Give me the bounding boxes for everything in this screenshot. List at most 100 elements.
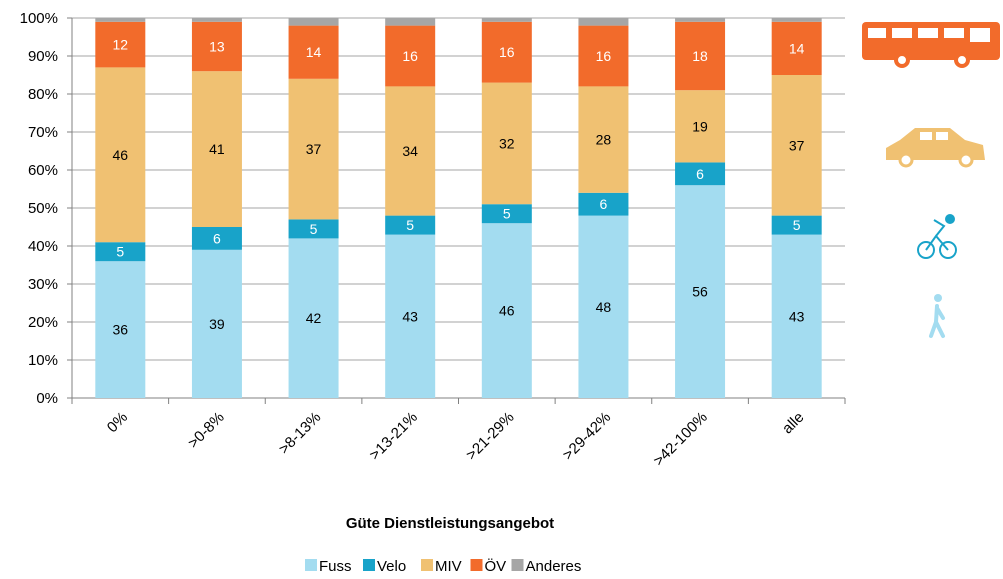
x-tick-label: alle (779, 409, 808, 438)
bar-segment (675, 185, 726, 398)
y-tick-label: 30% (28, 276, 58, 293)
data-label: 37 (306, 141, 322, 157)
y-tick-label: 20% (28, 314, 58, 331)
y-tick-label: 60% (28, 162, 58, 179)
bar-segment (771, 18, 822, 22)
bar-segment (385, 215, 436, 235)
data-label: 43 (402, 308, 418, 324)
bar-segment (481, 82, 532, 205)
data-label: 14 (306, 44, 322, 60)
bar-segment (675, 162, 726, 186)
x-tick-label: >29-42% (559, 409, 614, 464)
bar-segment (288, 25, 339, 79)
y-tick-label: 40% (28, 238, 58, 255)
x-tick-label: 0% (104, 409, 131, 436)
legend-swatch (305, 559, 317, 571)
data-label: 18 (692, 48, 708, 64)
bar-segment (288, 238, 339, 398)
y-tick-label: 50% (28, 200, 58, 217)
car-icon (886, 128, 985, 168)
data-label: 34 (402, 143, 418, 159)
y-tick-label: 90% (28, 48, 58, 65)
data-label: 6 (213, 230, 221, 246)
bar-segment (95, 67, 146, 243)
bar-segment (385, 234, 436, 398)
data-label: 28 (596, 132, 612, 148)
data-label: 36 (113, 322, 129, 338)
data-label: 48 (596, 299, 612, 315)
data-label: 46 (113, 147, 129, 163)
bar-segment (578, 18, 629, 26)
bar-segment (481, 18, 532, 22)
legend-swatch (363, 559, 375, 571)
legend-swatch (421, 559, 433, 571)
data-label: 43 (789, 308, 805, 324)
legend-swatch (470, 559, 483, 571)
x-tick-label: >0-8% (185, 409, 228, 452)
data-label: 16 (499, 44, 515, 60)
bar-segment (771, 215, 822, 235)
bar-segment (578, 25, 629, 87)
data-label: 5 (310, 221, 318, 237)
legend-label: Velo (377, 558, 406, 575)
bar-segment (675, 21, 726, 91)
legend-swatch (511, 559, 524, 571)
bus-icon (862, 22, 1000, 68)
cyclist-icon (917, 214, 957, 259)
data-label: 42 (306, 310, 322, 326)
data-label: 56 (692, 284, 708, 300)
data-label: 5 (503, 206, 511, 222)
bar-segment (288, 78, 339, 220)
data-label: 13 (209, 39, 225, 55)
pedestrian-icon (929, 294, 945, 338)
legend-label: Anderes (526, 558, 582, 575)
bar-segment (191, 21, 242, 72)
bar-segment (191, 227, 242, 250)
data-label: 5 (116, 244, 124, 260)
data-label: 39 (209, 316, 225, 332)
x-tick-label: >8-13% (276, 409, 325, 458)
bar-segment (385, 86, 436, 216)
bar-segment (191, 18, 242, 22)
data-label: 5 (793, 217, 801, 233)
bar-segment (771, 21, 822, 75)
data-label: 6 (600, 196, 608, 212)
bar-segment (771, 75, 822, 216)
y-tick-label: 80% (28, 86, 58, 103)
bar-segment (288, 219, 339, 239)
bar-segment (578, 215, 629, 398)
legend-label: ÖV (485, 557, 507, 575)
bar-segment (675, 90, 726, 163)
bar-segment (288, 18, 339, 26)
legend-label: Fuss (319, 558, 352, 575)
bar-segment (675, 18, 726, 22)
bar-segment (385, 25, 436, 87)
bar-segment (95, 242, 146, 262)
bar-segment (481, 21, 532, 83)
y-tick-label: 100% (20, 10, 58, 27)
bar-segment (95, 18, 146, 22)
legend-label: MIV (435, 558, 462, 575)
bar-segment (771, 234, 822, 398)
x-axis-title: Güte Dienstleistungsangebot (346, 515, 554, 532)
bar-segment (191, 71, 242, 227)
data-label: 14 (789, 40, 805, 56)
data-label: 32 (499, 135, 515, 151)
y-tick-label: 10% (28, 352, 58, 369)
data-label: 46 (499, 303, 515, 319)
bar-segment (95, 261, 146, 398)
bar-segment (385, 18, 436, 26)
bar-segment (191, 249, 242, 398)
data-label: 5 (406, 217, 414, 233)
data-label: 6 (696, 166, 704, 182)
bar-segment (481, 223, 532, 398)
bar-segment (481, 204, 532, 224)
x-tick-label: >42-100% (650, 409, 711, 470)
data-label: 16 (596, 48, 612, 64)
data-label: 16 (402, 48, 418, 64)
data-label: 19 (692, 118, 708, 134)
y-tick-label: 70% (28, 124, 58, 141)
data-label: 37 (789, 137, 805, 153)
x-tick-label: >13-21% (366, 409, 421, 464)
